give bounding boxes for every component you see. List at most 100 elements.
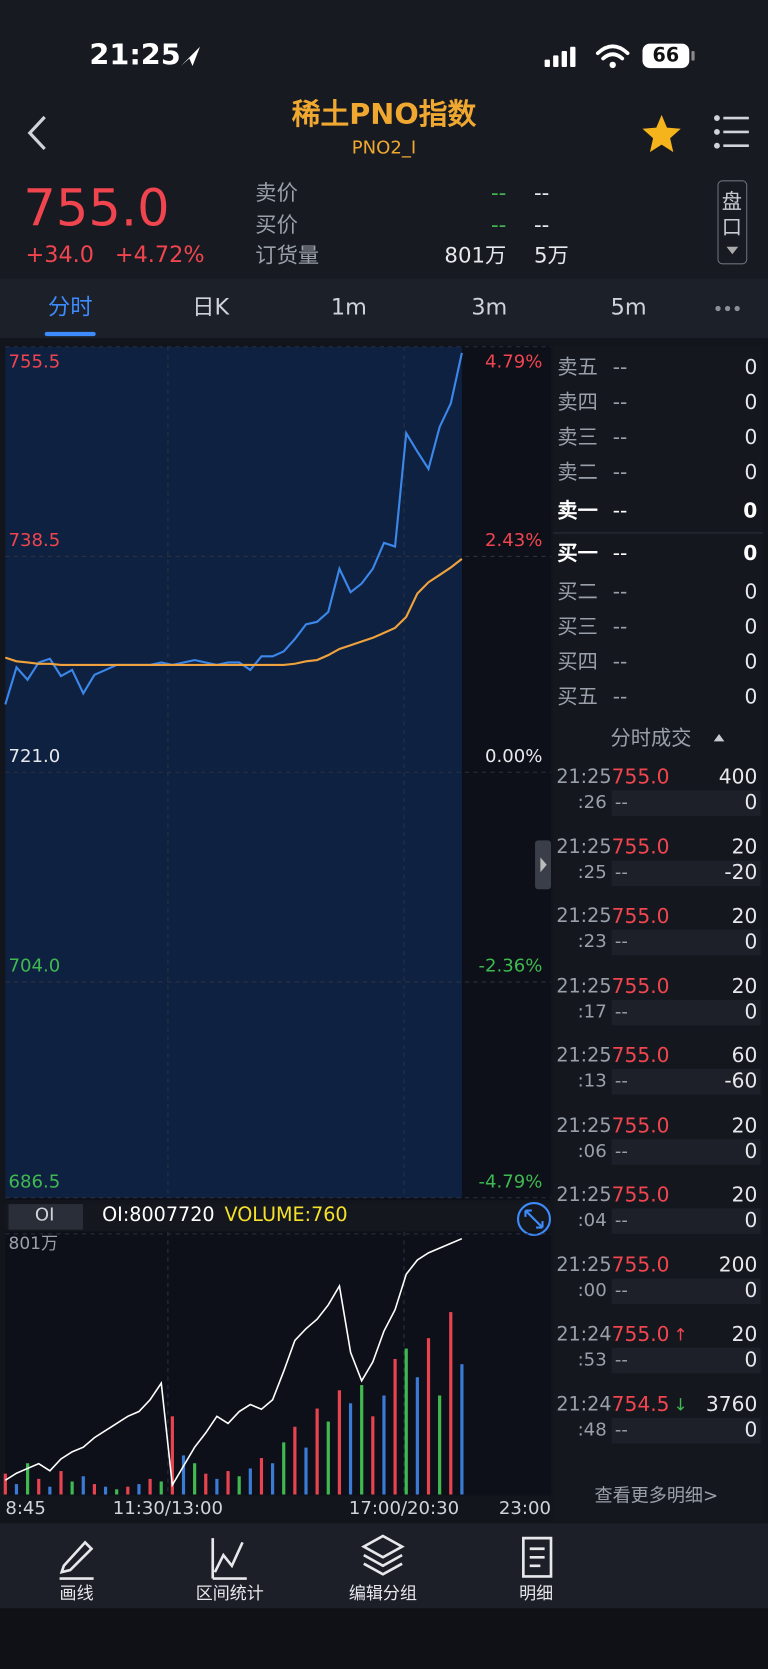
- book-volume: 0: [744, 355, 758, 380]
- trades-title[interactable]: 分时成交: [610, 727, 692, 751]
- more-tabs[interactable]: [715, 305, 740, 312]
- book-label: 卖一: [557, 499, 598, 523]
- tab[interactable]: 日K: [192, 294, 230, 320]
- quote-label: 订货量: [255, 242, 320, 269]
- volume-bar: [48, 1486, 52, 1495]
- book-volume: 0: [743, 541, 758, 566]
- trade-change: --: [614, 1070, 628, 1092]
- book-volume: 0: [744, 615, 758, 639]
- book-volume: 0: [744, 580, 758, 604]
- trade-price: 755.0: [611, 1253, 670, 1277]
- trade-stripe: [611, 860, 761, 886]
- trade-change: --: [614, 791, 628, 814]
- nav-icons: [59, 1534, 553, 1580]
- oi-selector[interactable]: [8, 1204, 83, 1230]
- book-label: 卖五: [557, 355, 598, 380]
- trade-change: --: [614, 1209, 628, 1232]
- book-price: --: [612, 541, 628, 566]
- volume-bar: [259, 1458, 264, 1495]
- trade-oi-change: -60: [724, 1069, 758, 1093]
- y2-tick-label: 2.43%: [485, 530, 543, 552]
- nav-item[interactable]: 区间统计: [195, 1582, 264, 1604]
- battery-tip: [691, 51, 695, 61]
- tab[interactable]: 分时: [47, 294, 93, 320]
- trade-time: 21:25: [556, 1183, 612, 1207]
- volume-bar: [3, 1473, 7, 1495]
- volume-bar: [215, 1478, 219, 1495]
- trade-volume: 20: [731, 835, 758, 859]
- volume-bar: [304, 1447, 308, 1495]
- trade-price: 755.0: [611, 1322, 670, 1347]
- volume-bar: [270, 1463, 275, 1495]
- y-tick-label: 704.0: [8, 955, 61, 978]
- trade-change: --: [614, 861, 628, 883]
- trade-seconds: :25: [577, 861, 607, 883]
- y2-tick-label: -4.79%: [478, 1171, 543, 1193]
- home-area: [0, 1608, 768, 1669]
- volume-bar: [237, 1476, 241, 1495]
- x-tick-label: 23:00: [498, 1498, 552, 1520]
- oi-line: [4, 1237, 463, 1488]
- book-price: --: [612, 426, 628, 450]
- price-change-pct: +4.72%: [114, 241, 205, 268]
- book-volume: 0: [744, 426, 758, 450]
- trade-change: --: [614, 1418, 628, 1441]
- volume-bar: [404, 1348, 408, 1495]
- volume-bar: [115, 1489, 119, 1495]
- book-volume: 0: [744, 685, 758, 709]
- trade-oi-change: 0: [744, 790, 758, 815]
- book-label: 买二: [557, 580, 598, 604]
- trade-stripe: [611, 1208, 761, 1234]
- volume-bar: [449, 1312, 453, 1495]
- trade-price: 755.0: [611, 835, 670, 859]
- price-change: +34.0: [25, 241, 94, 268]
- book-label: 卖四: [557, 390, 598, 415]
- book-label: 买五: [557, 685, 598, 709]
- volume-bar: [415, 1377, 419, 1495]
- trade-stripe: [611, 1347, 761, 1374]
- tab[interactable]: 5m: [610, 294, 647, 320]
- tab[interactable]: 1m: [330, 294, 367, 320]
- panel-button-label[interactable]: 盘口: [721, 190, 742, 240]
- trade-stripe: [611, 1417, 761, 1443]
- trade-seconds: :48: [577, 1418, 607, 1441]
- volume-bar: [92, 1484, 97, 1495]
- oi-selector-label[interactable]: OI: [34, 1204, 55, 1226]
- x-tick-label: 17:00/20:30: [348, 1498, 460, 1520]
- trade-volume: 20: [731, 1113, 758, 1138]
- subtitle: PNO2_I: [351, 137, 417, 160]
- volume-bar: [438, 1395, 442, 1495]
- trade-change: --: [614, 931, 628, 953]
- signal-icon: [544, 46, 576, 68]
- trade-volume: 20: [731, 1183, 758, 1207]
- y-tick-label: 755.5: [8, 351, 61, 373]
- trade-seconds: :23: [577, 931, 607, 953]
- trade-stripe: [611, 1278, 761, 1304]
- trade-price: 755.0: [611, 1044, 670, 1068]
- volume-bar: [426, 1338, 431, 1495]
- nav-item[interactable]: 编辑分组: [348, 1582, 417, 1604]
- trade-seconds: :17: [577, 1000, 607, 1023]
- expand-button[interactable]: [516, 1201, 552, 1237]
- volume-bar: [315, 1408, 319, 1495]
- menu-button[interactable]: [714, 115, 749, 149]
- back-button[interactable]: [27, 115, 46, 151]
- nav-item[interactable]: 明细: [519, 1582, 554, 1604]
- panel-button[interactable]: [717, 180, 748, 265]
- trade-volume: 200: [718, 1253, 758, 1277]
- favorite-star[interactable]: [642, 114, 681, 153]
- y-tick-label: 738.5: [8, 530, 61, 552]
- trade-oi-change: 0: [744, 1278, 758, 1302]
- y2-tick-label: -2.36%: [478, 955, 543, 978]
- tab[interactable]: 3m: [471, 294, 508, 320]
- book-volume: 0: [744, 650, 758, 674]
- trade-price: 755.0: [611, 1113, 670, 1138]
- more-details-link[interactable]: 查看更多明细>: [594, 1485, 719, 1507]
- y-tick-label: 686.5: [8, 1171, 61, 1193]
- average-line: [4, 558, 463, 666]
- nav-item[interactable]: 画线: [59, 1582, 94, 1604]
- trade-change: --: [614, 1279, 628, 1301]
- book-price: --: [612, 650, 628, 674]
- side-handle-arrow: [540, 857, 547, 873]
